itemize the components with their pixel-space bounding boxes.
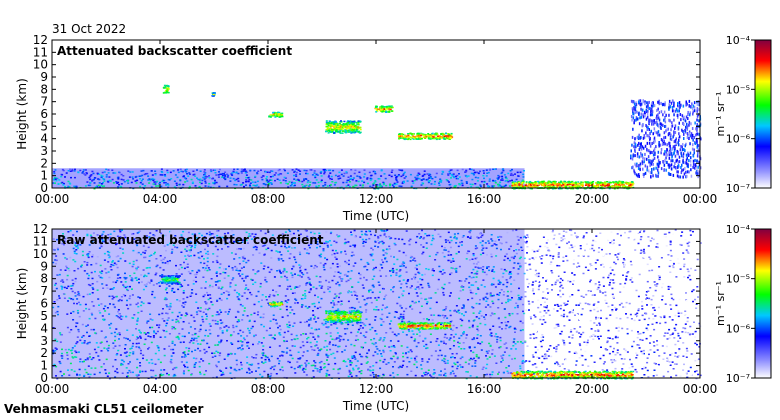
colorbar-tick-label: 10⁻⁶ [726,133,751,146]
panel-title: Attenuated backscatter coefficient [57,44,292,58]
x-tick-label: 00:00 [683,382,718,396]
colorbar [754,39,772,189]
colorbar-label: m⁻¹ sr⁻¹ [714,92,727,137]
x-tick-label: 20:00 [575,382,610,396]
y-tick-label: 4 [40,132,48,146]
y-tick-label: 2 [40,156,48,170]
colorbar-tick-label: 10⁻⁶ [726,322,751,335]
x-axis-label: Time (UTC) [342,399,409,413]
feature-layer [211,92,216,97]
feature-precipitation [630,99,702,179]
feature-layer [162,84,170,94]
y-tick-label: 6 [40,297,48,311]
feature-layer [397,132,454,141]
x-tick-label: 08:00 [251,192,286,206]
y-tick-label: 3 [40,334,48,348]
colorbar-tick-label: 10⁻⁷ [726,372,750,385]
x-tick-label: 16:00 [467,382,502,396]
plot-area [52,40,700,188]
x-tick-label: 16:00 [467,192,502,206]
feature-layer [160,275,181,286]
y-tick-label: 1 [40,359,48,373]
y-tick-label: 0 [40,371,48,385]
y-axis-label: Height (km) [15,78,29,149]
y-tick-label: 4 [40,321,48,335]
y-tick-label: 10 [33,58,48,72]
plot-area [52,229,700,378]
y-tick-label: 1 [40,169,48,183]
y-tick-label: 6 [40,107,48,121]
y-tick-label: 11 [33,45,48,59]
footer-label: Vehmasmaki CL51 ceilometer [4,402,204,416]
x-tick-label: 04:00 [143,192,178,206]
heatmap-cells [52,229,702,380]
x-tick-label: 08:00 [251,382,286,396]
colorbar-label: m⁻¹ sr⁻¹ [714,281,727,326]
y-tick-label: 5 [40,309,48,323]
colorbar-tick-label: 10⁻⁵ [726,273,750,286]
feature-layer [397,322,452,330]
y-tick-label: 8 [40,82,48,96]
y-tick-label: 7 [40,284,48,298]
x-axis-label: Time (UTC) [342,209,409,223]
colorbar-tick-label: 10⁻⁴ [726,223,751,236]
panel-title: Raw attenuated backscatter coefficient [57,233,324,247]
feature-layer [268,301,284,308]
x-tick-label: 00:00 [35,382,70,396]
y-tick-label: 8 [40,272,48,286]
colorbar-tick-label: 10⁻⁴ [726,34,751,47]
y-tick-label: 12 [33,222,48,236]
x-tick-label: 12:00 [359,382,394,396]
y-tick-label: 2 [40,346,48,360]
x-tick-label: 12:00 [359,192,394,206]
y-tick-label: 9 [40,70,48,84]
y-tick-label: 0 [40,181,48,195]
x-tick-label: 00:00 [35,192,70,206]
y-tick-label: 10 [33,247,48,261]
y-tick-label: 5 [40,119,48,133]
date-label: 31 Oct 2022 [52,22,126,36]
feature-layer [324,309,362,324]
colorbar-tick-label: 10⁻⁵ [726,83,750,96]
feature-noise-field-low [524,229,702,380]
y-axis-label: Height (km) [15,268,29,339]
colorbar-tick-label: 10⁻⁷ [726,182,750,195]
feature-layer [268,111,284,118]
x-tick-label: 04:00 [143,382,178,396]
feature-noise-field [52,229,527,380]
y-tick-label: 12 [33,33,48,47]
feature-boundary-layer [52,168,525,190]
feature-layer [374,105,394,113]
y-tick-label: 7 [40,95,48,109]
feature-layer [325,120,362,134]
y-tick-label: 3 [40,144,48,158]
colorbar [754,228,772,379]
x-tick-label: 00:00 [683,192,718,206]
x-tick-label: 20:00 [575,192,610,206]
y-tick-label: 11 [33,234,48,248]
y-tick-label: 9 [40,259,48,273]
